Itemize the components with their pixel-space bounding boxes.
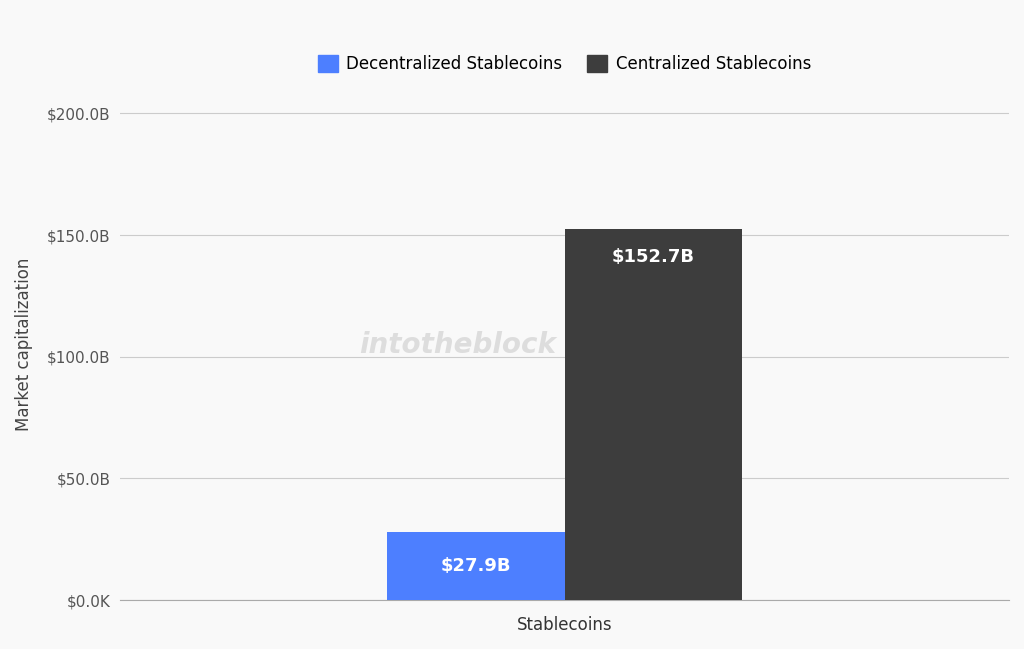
Text: intotheblock: intotheblock bbox=[359, 330, 556, 358]
Y-axis label: Market capitalization: Market capitalization bbox=[15, 258, 33, 431]
Bar bbox=[564, 228, 742, 600]
Text: $27.9B: $27.9B bbox=[440, 557, 511, 575]
Legend: Decentralized Stablecoins, Centralized Stablecoins: Decentralized Stablecoins, Centralized S… bbox=[309, 46, 819, 81]
Text: $152.7B: $152.7B bbox=[612, 248, 695, 266]
Bar bbox=[387, 532, 564, 600]
